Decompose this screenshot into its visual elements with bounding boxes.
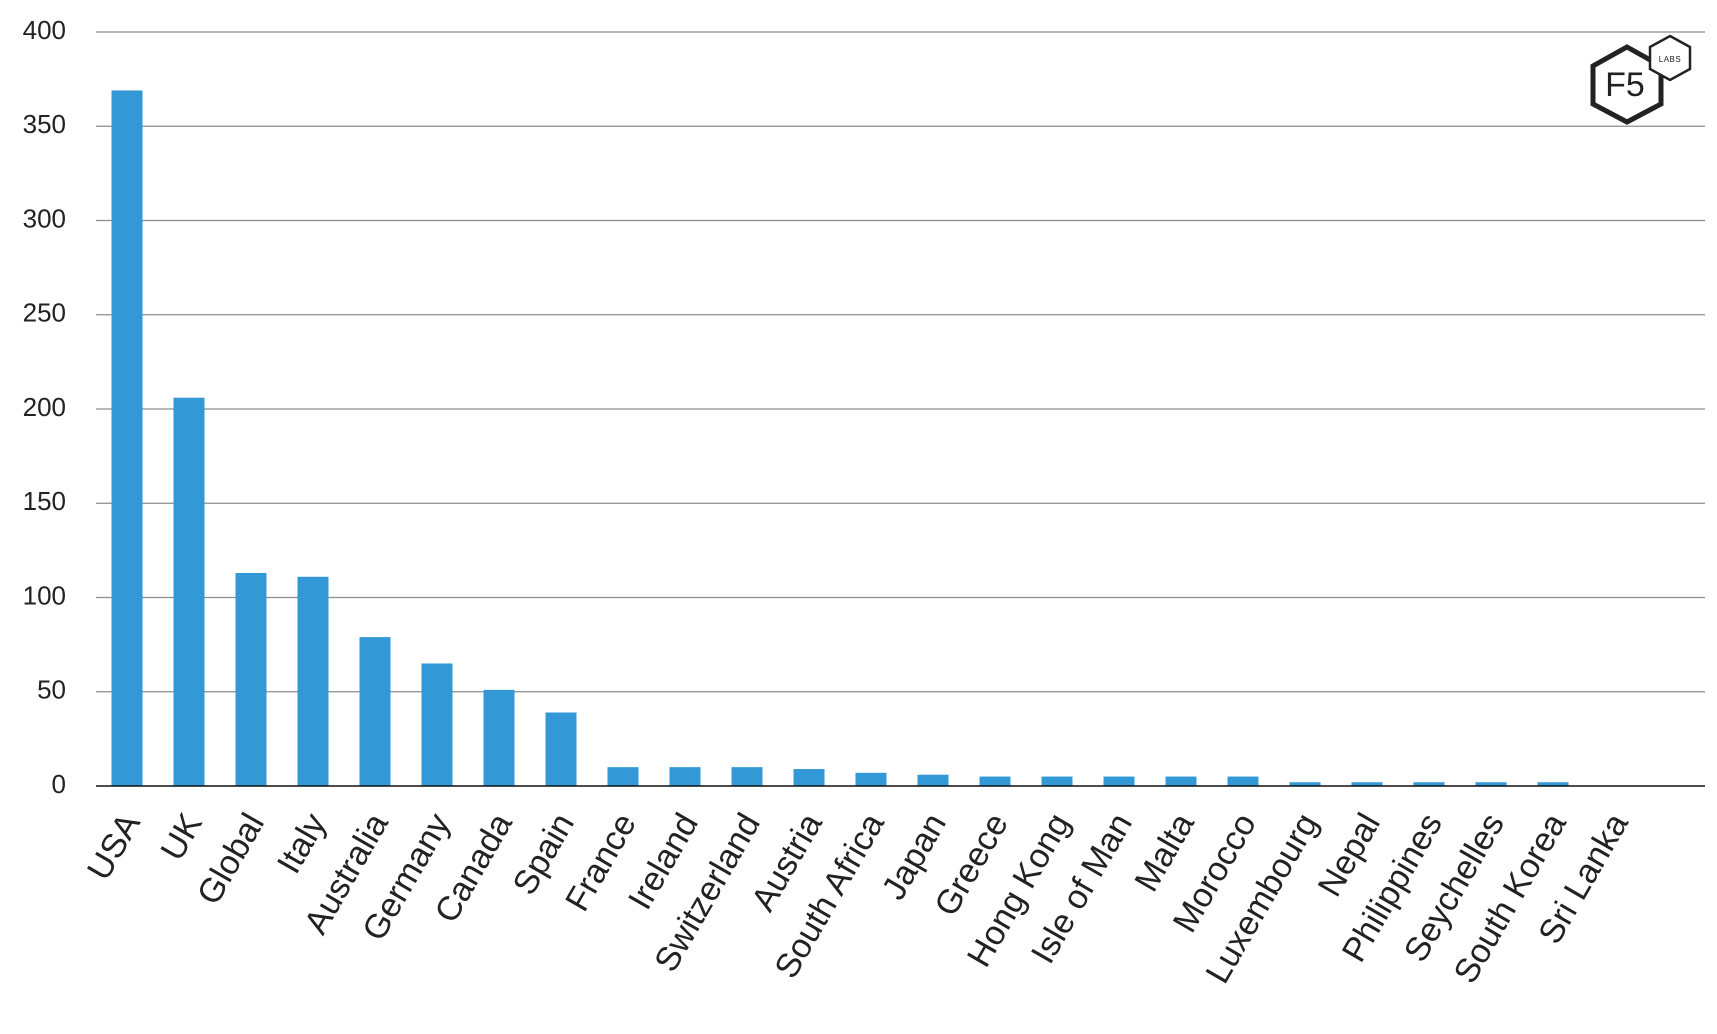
y-tick-label: 250 (23, 298, 66, 328)
bar (1351, 782, 1383, 786)
bar (669, 767, 701, 786)
bar (979, 776, 1011, 786)
bar (1227, 776, 1259, 786)
bar (793, 769, 825, 786)
logo-brand-text: F5 (1605, 66, 1645, 104)
y-axis-ticks: 0 50 100 150 200 250 300 350 400 (23, 15, 66, 799)
logo-badge-hexagon (1648, 34, 1692, 82)
bar (917, 774, 949, 786)
gridlines (96, 31, 1705, 693)
bar (1537, 782, 1569, 786)
bar (855, 772, 887, 786)
bar (1413, 782, 1445, 786)
y-tick-label: 300 (23, 203, 66, 233)
bar (1041, 776, 1073, 786)
bar (235, 572, 267, 786)
x-tick-label: UK (153, 807, 210, 867)
bar (483, 689, 515, 786)
y-tick-label: 350 (23, 109, 66, 139)
bar (111, 90, 143, 786)
bar (359, 637, 391, 786)
bars (111, 90, 1569, 786)
y-tick-label: 200 (23, 392, 66, 422)
y-tick-label: 0 (52, 769, 66, 799)
bar (421, 663, 453, 786)
bar (1165, 776, 1197, 786)
y-tick-label: 100 (23, 580, 66, 610)
y-tick-label: 50 (37, 675, 66, 705)
bar (173, 397, 205, 786)
bar (1103, 776, 1135, 786)
bar (297, 576, 329, 786)
y-tick-label: 150 (23, 486, 66, 516)
bar (1475, 782, 1507, 786)
bar (1289, 782, 1321, 786)
x-tick-label: Italy (270, 807, 334, 880)
y-tick-label: 400 (23, 15, 66, 45)
bar (731, 767, 763, 786)
logo-badge-text: LABS (1659, 55, 1681, 64)
bar (545, 712, 577, 786)
x-axis-ticks: USA UKGlobalItalyAustraliaGermanyCanadaSp… (80, 807, 1636, 990)
f5-labs-logo: F5 LABS (1590, 34, 1692, 125)
x-tick-label: USA (80, 807, 148, 887)
bar (607, 767, 639, 786)
